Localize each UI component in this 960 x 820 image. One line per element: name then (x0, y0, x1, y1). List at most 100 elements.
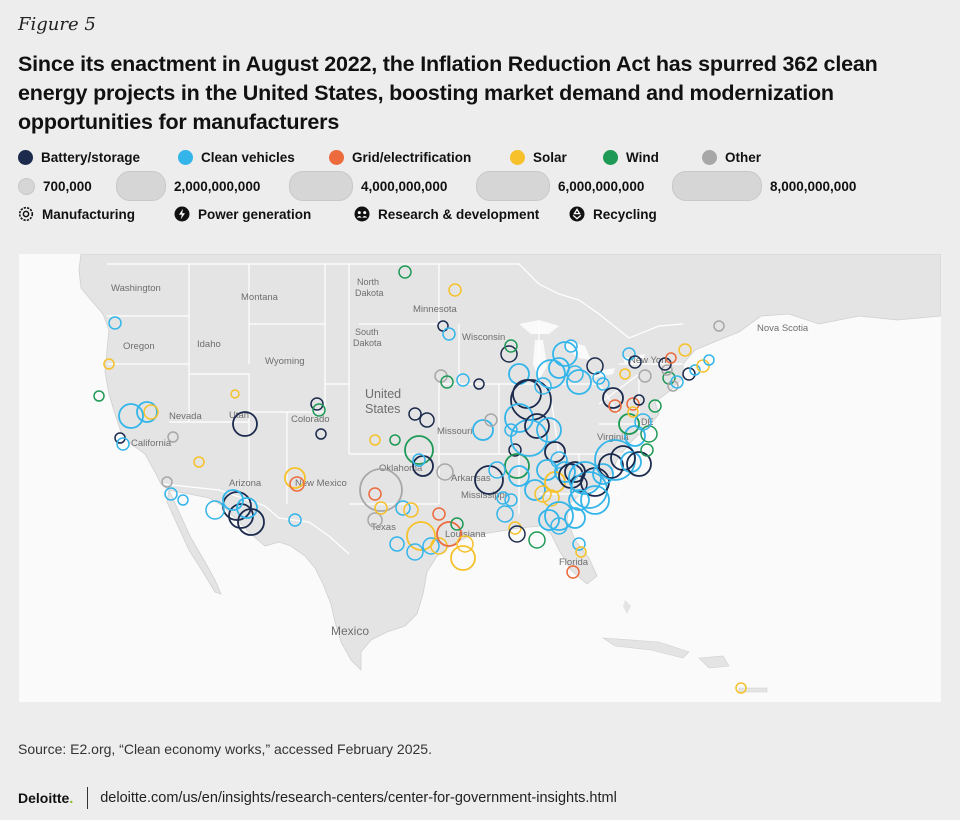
project-marker[interactable] (735, 682, 747, 694)
project-marker[interactable] (508, 465, 530, 487)
project-marker[interactable] (508, 521, 522, 535)
legend-wind[interactable]: Wind (603, 146, 659, 168)
project-marker[interactable] (230, 389, 240, 399)
project-marker[interactable] (448, 283, 462, 297)
project-marker[interactable] (536, 459, 558, 481)
project-marker[interactable] (419, 412, 435, 428)
project-marker[interactable] (550, 517, 568, 535)
project-marker[interactable] (619, 368, 631, 380)
legend-battery[interactable]: Battery/storage (18, 146, 140, 168)
project-marker[interactable] (554, 461, 576, 483)
project-marker[interactable] (374, 501, 388, 515)
project-marker[interactable] (412, 453, 426, 467)
project-marker[interactable] (536, 359, 566, 389)
project-marker[interactable] (315, 428, 327, 440)
project-marker[interactable] (602, 387, 624, 409)
legend-recycling[interactable]: Recycling (569, 203, 657, 225)
project-marker[interactable] (580, 485, 610, 515)
footer-url[interactable]: deloitte.com/us/en/insights/research-cen… (100, 790, 617, 806)
project-marker[interactable] (665, 352, 677, 364)
project-marker[interactable] (667, 380, 679, 392)
project-marker[interactable] (682, 367, 696, 381)
project-marker[interactable] (627, 406, 639, 418)
project-marker[interactable] (508, 525, 526, 543)
project-marker[interactable] (118, 403, 144, 429)
project-marker[interactable] (648, 399, 662, 413)
project-marker[interactable] (450, 545, 476, 571)
legend-grid[interactable]: Grid/electrification (329, 146, 471, 168)
project-marker[interactable] (389, 434, 401, 446)
project-marker[interactable] (398, 265, 412, 279)
project-marker[interactable] (237, 508, 265, 536)
project-marker[interactable] (504, 453, 530, 479)
project-marker[interactable] (456, 535, 474, 553)
project-marker[interactable] (205, 500, 225, 520)
project-marker[interactable] (440, 375, 454, 389)
project-marker[interactable] (703, 354, 715, 366)
project-marker[interactable] (544, 501, 574, 531)
project-marker[interactable] (406, 543, 424, 561)
project-marker[interactable] (474, 465, 504, 495)
project-marker[interactable] (566, 565, 580, 579)
project-marker[interactable] (534, 377, 552, 395)
project-marker[interactable] (289, 476, 305, 492)
project-marker[interactable] (626, 397, 640, 411)
project-marker[interactable] (566, 369, 592, 395)
project-marker[interactable] (496, 505, 514, 523)
project-marker[interactable] (575, 546, 587, 558)
project-marker[interactable] (143, 404, 159, 420)
project-marker[interactable] (510, 419, 548, 457)
project-marker[interactable] (177, 494, 189, 506)
project-marker[interactable] (508, 443, 522, 457)
project-marker[interactable] (626, 451, 652, 477)
project-marker[interactable] (167, 431, 179, 443)
project-marker[interactable] (456, 373, 470, 387)
project-marker[interactable] (450, 517, 464, 531)
project-marker[interactable] (500, 345, 518, 363)
project-marker[interactable] (592, 463, 614, 485)
project-marker[interactable] (236, 497, 258, 519)
project-marker[interactable] (564, 339, 578, 353)
project-marker[interactable] (572, 537, 586, 551)
project-marker[interactable] (640, 443, 654, 457)
project-marker[interactable] (534, 485, 552, 503)
project-marker[interactable] (542, 489, 560, 507)
project-marker[interactable] (161, 476, 173, 488)
project-marker[interactable] (422, 537, 440, 555)
project-marker[interactable] (524, 479, 546, 501)
legend-solar[interactable]: Solar (510, 146, 567, 168)
project-marker[interactable] (436, 463, 454, 481)
project-marker[interactable] (634, 413, 652, 431)
project-marker[interactable] (544, 441, 566, 463)
project-marker[interactable] (689, 364, 701, 376)
legend-research[interactable]: Research & development (354, 203, 539, 225)
project-marker[interactable] (359, 468, 403, 512)
project-marker[interactable] (284, 467, 306, 489)
project-marker[interactable] (193, 456, 205, 468)
project-marker[interactable] (312, 403, 326, 417)
project-marker[interactable] (524, 413, 550, 439)
project-marker[interactable] (568, 461, 602, 495)
project-marker[interactable] (552, 341, 578, 367)
project-marker[interactable] (538, 509, 560, 531)
project-marker[interactable] (406, 521, 436, 551)
project-marker[interactable] (504, 339, 518, 353)
project-marker[interactable] (564, 507, 586, 529)
project-marker[interactable] (395, 500, 411, 516)
project-marker[interactable] (93, 390, 105, 402)
project-marker[interactable] (713, 320, 725, 332)
project-marker[interactable] (164, 487, 178, 501)
project-marker[interactable] (624, 425, 646, 447)
project-map[interactable]: Washington Montana North Dakota Minnesot… (19, 253, 942, 702)
project-marker[interactable] (488, 461, 506, 479)
project-marker[interactable] (136, 401, 158, 423)
project-marker[interactable] (389, 536, 405, 552)
project-marker[interactable] (116, 437, 130, 451)
legend-manufacturing[interactable]: Manufacturing (18, 203, 135, 225)
project-marker[interactable] (596, 377, 610, 391)
project-marker[interactable] (640, 425, 658, 443)
project-marker[interactable] (528, 531, 546, 549)
project-marker[interactable] (403, 502, 419, 518)
project-marker[interactable] (696, 359, 710, 373)
project-marker[interactable] (436, 521, 462, 547)
